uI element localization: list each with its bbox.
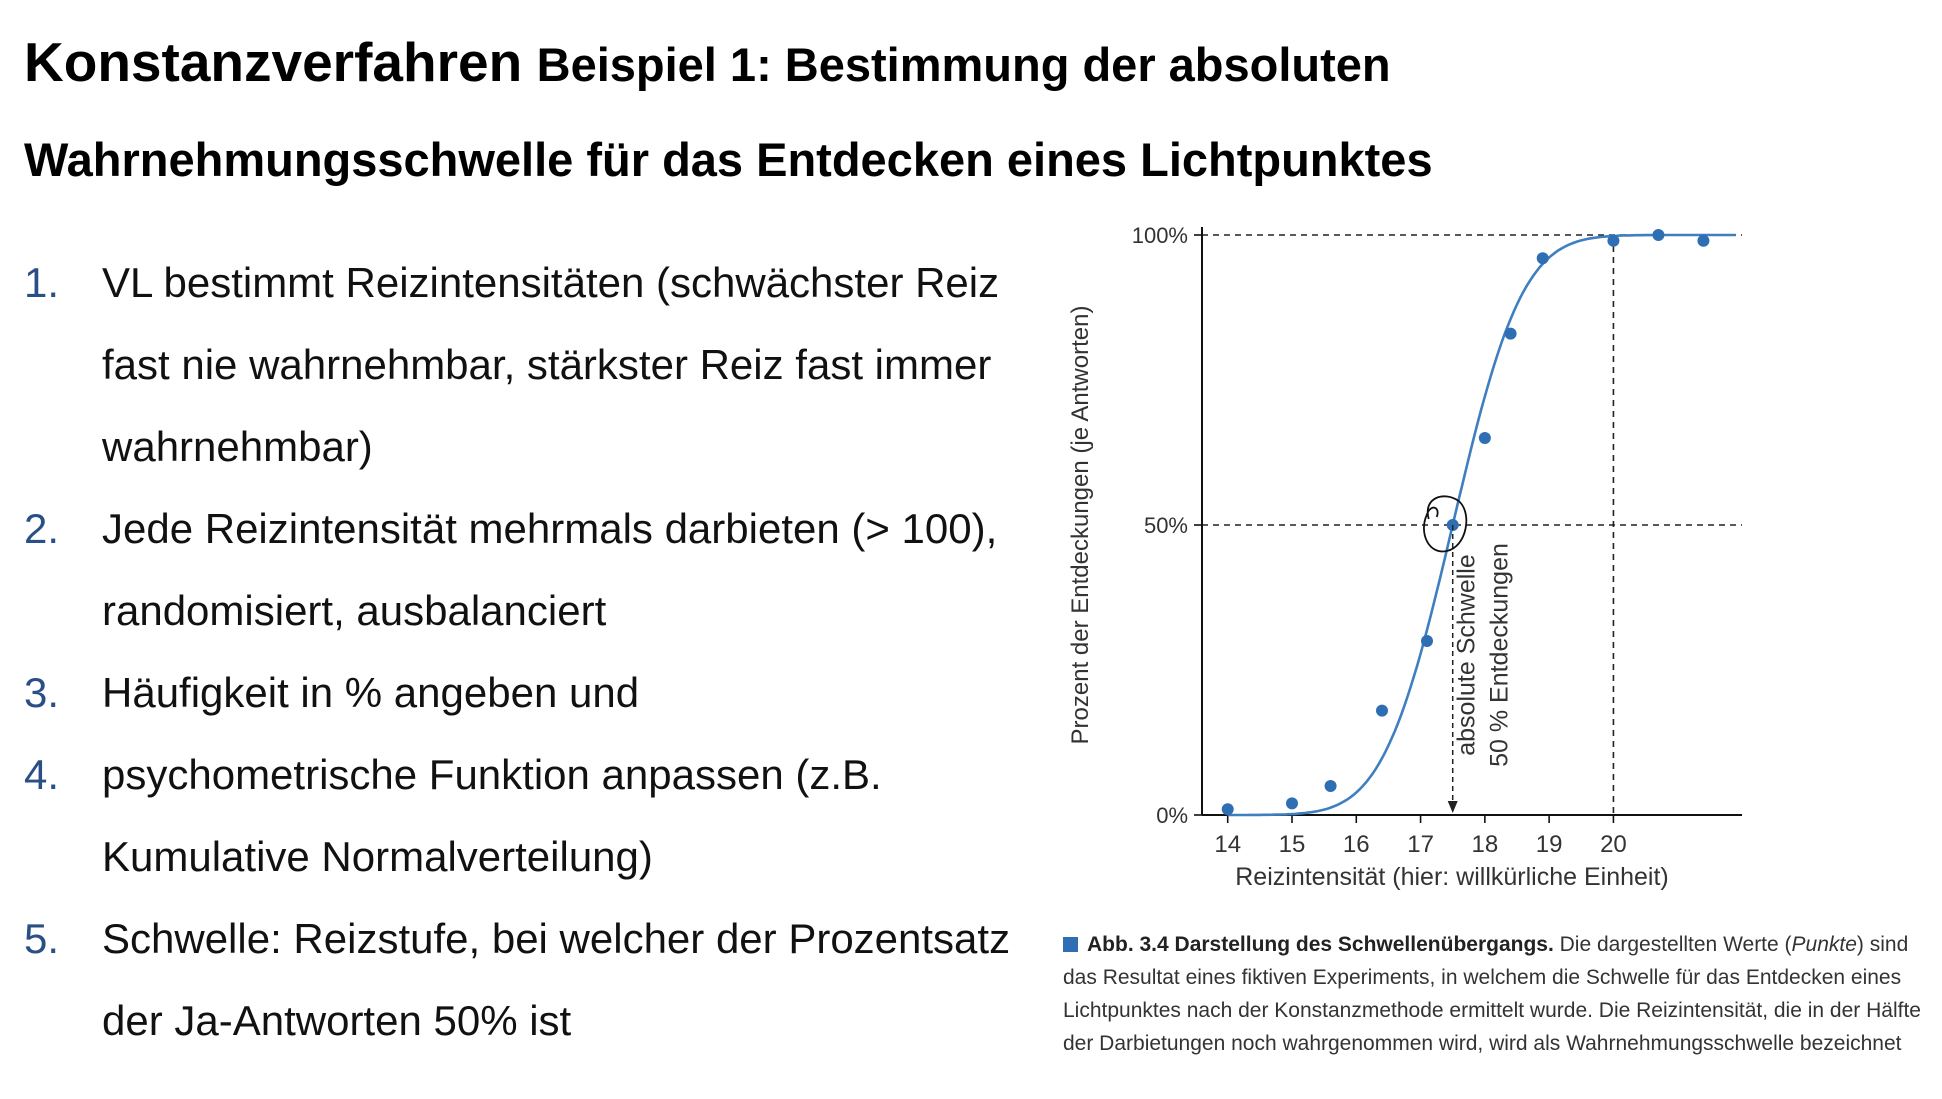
chart-svg: 14 15 16 17 18 19 20 0% 50% 100% absolute Schwell… [1067,223,1742,891]
slide-subtitle-line2: Wahrnehmungsschwelle für das Entdecken e… [24,133,1433,186]
data-point [1504,327,1517,340]
steps-list: 1. VL bestimmt Reizintensitäten (schwäch… [24,242,1054,1062]
step-item: 5. Schwelle: Reizstufe, bei welcher der … [24,898,1054,1062]
y-axis-label: Prozent der Entdeckungen (je Antworten) [1067,306,1094,745]
x-tick-label: 14 [1214,831,1241,858]
step-number: 4. [24,751,60,798]
caption-text-1: Die dargestellten Werte ( [1559,933,1792,956]
data-point [1652,229,1665,241]
slide-title-main: Konstanzverfahren [24,31,523,93]
data-point [1221,803,1234,816]
data-point [1421,635,1433,647]
y-tick-label: 0% [1156,803,1188,828]
chart-axes: 14 15 16 17 18 19 20 0% 50% 100% [1132,223,1742,858]
step-text: psychometrische Funktion anpassen (z.B. … [102,751,882,880]
caption-heading: Darstellung des Schwellenübergangs. [1174,933,1554,956]
figure-caption: Abb. 3.4 Darstellung des Schwellenüberga… [1063,928,1923,1060]
x-tick-label: 15 [1279,831,1306,858]
data-points [1221,229,1710,816]
x-axis-label: Reizintensität (hier: willkürliche Einhe… [1235,863,1669,891]
step-text: Häufigkeit in % angeben und [102,669,640,716]
step-item: 2. Jede Reizintensität mehrmals darbiete… [24,488,1054,652]
y-tick-label: 50% [1144,513,1188,538]
axis-labels: Reizintensität (hier: willkürliche Einhe… [1067,306,1669,891]
threshold-arrowhead [1447,801,1458,813]
slide-subtitle-line1: Beispiel 1: Bestimmung der absoluten [536,38,1391,91]
caption-marker [1063,937,1078,952]
x-tick-label: 20 [1600,831,1627,858]
data-point [1478,432,1491,444]
step-item: 1. VL bestimmt Reizintensitäten (schwäch… [24,242,1054,488]
data-point [1536,252,1549,265]
y-tick-label: 100% [1132,223,1188,248]
data-point [1324,780,1337,792]
guide-lines [1202,234,1742,815]
step-text: VL bestimmt Reizintensitäten (schwächste… [102,259,1000,470]
step-item: 3. Häufigkeit in % angeben und [24,652,1054,734]
x-tick-label: 17 [1407,831,1434,858]
annotation-line2: 50 % Entdeckungen [1486,543,1514,767]
step-item: 4. psychometrische Funktion anpassen (z.… [24,734,1054,898]
step-number: 5. [24,915,60,962]
slide-title: Konstanzverfahren Beispiel 1: Bestimmung… [24,30,1391,94]
x-tick-label: 18 [1472,831,1499,858]
data-point [1607,234,1620,247]
data-point [1286,797,1298,810]
caption-label: Abb. 3.4 [1087,933,1169,956]
x-tick-label: 16 [1343,831,1370,858]
step-number: 3. [24,669,60,716]
hand-drawn-circle [1423,495,1468,553]
x-tick-label: 19 [1536,831,1563,858]
data-point [1697,234,1710,247]
fit-curve [1227,233,1736,817]
annotation-line1: absolute Schwelle [1453,554,1481,756]
step-text: Jede Reizintensität mehrmals darbieten (… [102,505,998,634]
step-number: 2. [24,505,60,552]
caption-text-2: ) sind das Resultat eines fiktiven Exper… [1063,933,1921,1055]
data-point [1376,704,1388,717]
psychometric-chart: 14 15 16 17 18 19 20 0% 50% 100% absolute Schwell… [1060,215,1760,915]
step-number: 1. [24,259,60,306]
threshold-annotation: absolute Schwelle 50 % Entdeckungen [1423,495,1514,813]
step-text: Schwelle: Reizstufe, bei welcher der Pro… [102,915,1011,1044]
caption-emphasis: Punkte [1791,933,1857,956]
